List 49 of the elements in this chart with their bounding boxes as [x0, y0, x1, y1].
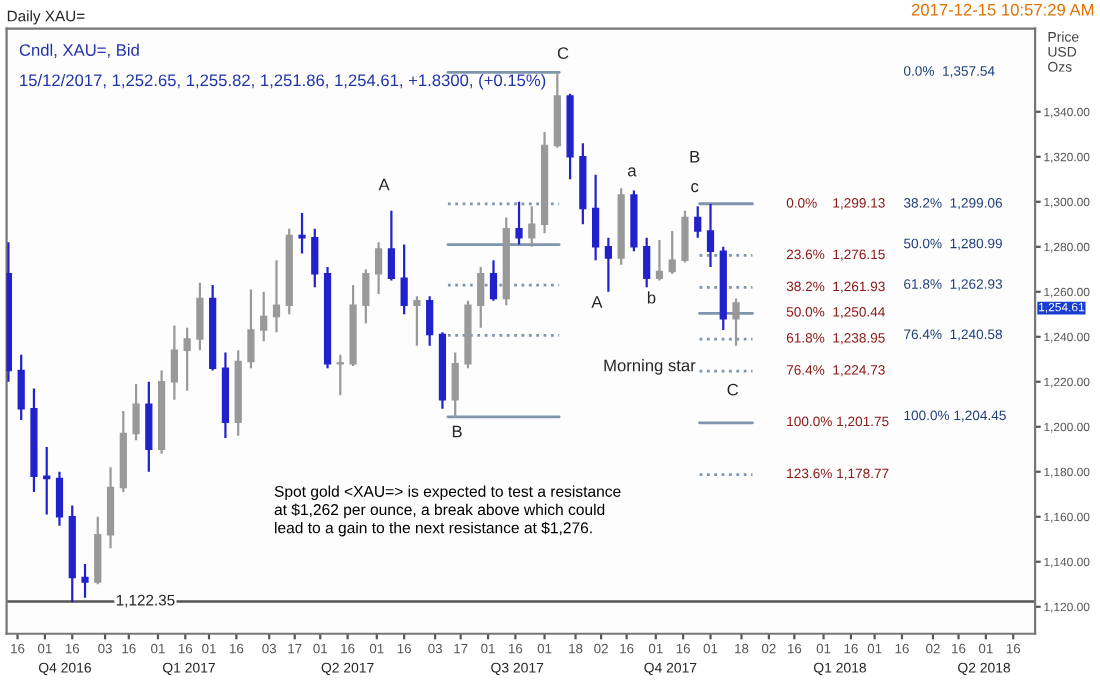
candlestick — [17, 353, 25, 422]
candlestick — [668, 229, 676, 275]
candlestick — [706, 202, 715, 269]
candlestick — [336, 353, 344, 397]
annotation: A — [378, 178, 390, 191]
candlestick — [681, 209, 689, 264]
annotation: a — [628, 167, 637, 177]
candlestick — [655, 238, 664, 282]
candlestick — [528, 205, 536, 248]
candlestick — [515, 200, 523, 246]
candlestick — [311, 227, 319, 289]
candlestick — [260, 290, 268, 343]
candlestick — [272, 259, 281, 334]
candlestick — [604, 236, 612, 293]
annotation: A — [591, 296, 603, 308]
candlestick — [387, 209, 395, 282]
annotation: c — [691, 183, 699, 193]
annotation: C — [727, 383, 739, 396]
candlestick — [81, 562, 89, 599]
annotation: C — [557, 47, 569, 60]
candlestick — [298, 211, 306, 255]
candlestick — [426, 295, 434, 347]
candlestick — [374, 241, 383, 296]
candlestick — [183, 326, 191, 392]
text: 2017-12-15 10:57:29 AM — [911, 3, 1094, 16]
text: Cndl, XAU=, Bid — [19, 43, 139, 58]
annotation: B — [690, 150, 700, 163]
candlestick — [145, 380, 153, 473]
candlestick — [694, 205, 702, 239]
candlestick — [94, 515, 102, 586]
candlestick — [106, 466, 115, 550]
candlestick — [196, 281, 204, 352]
candlestick — [592, 173, 600, 262]
candlestick — [247, 288, 255, 370]
candlestick — [451, 351, 459, 419]
candlestick — [170, 324, 178, 401]
candlestick — [400, 243, 408, 316]
annotation: B — [452, 425, 462, 438]
candlestick — [477, 265, 485, 329]
candlestick — [413, 295, 421, 347]
candlestick — [643, 236, 651, 289]
annotation: Morning star — [604, 359, 696, 375]
candlestick — [132, 382, 140, 442]
candlestick — [362, 268, 370, 325]
candlestick — [55, 470, 64, 527]
annotation: b — [647, 291, 656, 304]
candlestick — [732, 297, 740, 347]
annotation: 15/12/2017, 1,252.65, 1,255.82, 1,251.86, 1,254.61, +1.8300, (+0.15%) — [20, 73, 546, 90]
candlestick — [489, 259, 498, 302]
